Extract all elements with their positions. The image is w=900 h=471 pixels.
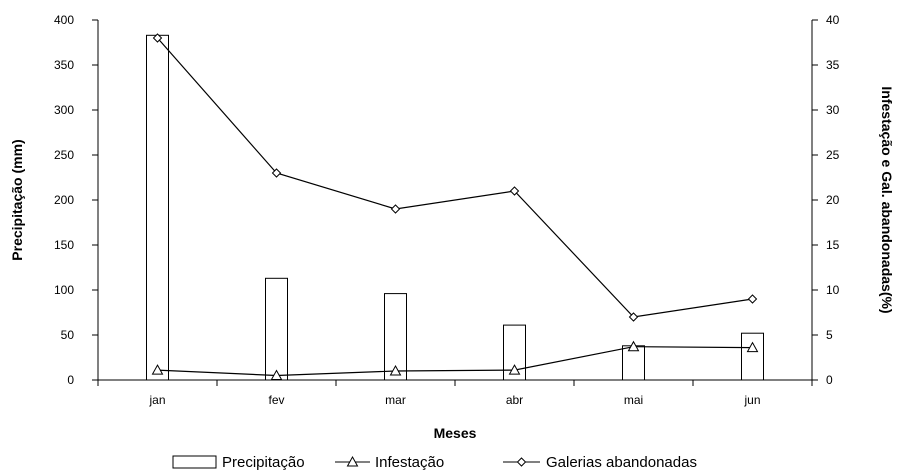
legend-triangle-icon — [346, 455, 359, 467]
legend-label-precipitacao: Precipitação — [222, 454, 305, 471]
y-left-tick-label: 350 — [54, 58, 74, 72]
point-galerias — [509, 186, 520, 196]
y-right-tick-label: 5 — [826, 328, 833, 342]
point-infestacao — [508, 364, 521, 375]
line-galerias — [157, 37, 753, 318]
point-infestacao — [746, 341, 759, 353]
x-tick-label: fev — [268, 393, 284, 407]
y-left-tick-label: 200 — [54, 193, 74, 207]
y-axis-left-title: Precipitação (mm) — [9, 139, 25, 260]
y-left-tick-label: 100 — [54, 283, 74, 297]
point-infestacao — [627, 340, 640, 352]
bar-precipitacao — [384, 293, 407, 381]
point-infestacao — [270, 369, 283, 380]
y-axis-right-title: Infestação e Gal. abandonadas(%) — [879, 86, 895, 313]
bar-precipitacao — [741, 332, 764, 381]
bar-precipitacao — [503, 324, 526, 381]
y-left-tick-label: 250 — [54, 148, 74, 162]
legend-swatch-precipitacao — [172, 455, 217, 469]
legend-label-galerias: Galerias abandonadas — [546, 454, 697, 471]
y-left-tick-label: 0 — [67, 373, 74, 387]
x-axis-ticks: jan fev mar abr mai jun — [97, 380, 813, 407]
y-right-tick-label: 40 — [826, 13, 840, 27]
x-tick-label: mar — [385, 393, 406, 407]
line-series — [151, 33, 759, 380]
legend-diamond-icon — [516, 457, 527, 467]
point-galerias — [747, 294, 758, 304]
line-infestacao — [157, 346, 753, 377]
bar-precipitacao — [265, 277, 288, 381]
x-tick-label: jun — [743, 393, 760, 407]
x-tick-label: abr — [506, 393, 523, 407]
y-right-tick-label: 30 — [826, 103, 840, 117]
y-right-tick-label: 25 — [826, 148, 840, 162]
y-right-tick-label: 15 — [826, 238, 840, 252]
point-galerias — [390, 204, 401, 214]
bar-series — [146, 34, 764, 381]
y-left-tick-label: 50 — [61, 328, 75, 342]
y-left-tick-label: 400 — [54, 13, 74, 27]
x-tick-label: jan — [148, 393, 165, 407]
y-right-tick-label: 20 — [826, 193, 840, 207]
point-galerias — [271, 168, 282, 178]
point-infestacao — [389, 364, 402, 376]
y-right-tick-label: 10 — [826, 283, 840, 297]
legend-label-infestacao: Infestação — [375, 454, 444, 471]
point-galerias — [628, 312, 639, 322]
y-axis-right-ticks: 0 5 10 15 20 25 30 35 40 — [812, 13, 840, 387]
point-infestacao — [151, 364, 164, 375]
y-axis-left-ticks: 0 50 100 150 200 250 300 350 400 — [54, 13, 98, 387]
x-axis-title: Meses — [434, 425, 477, 441]
legend: Precipitação Infestação Galerias abandon… — [172, 454, 697, 471]
bar-precipitacao — [146, 34, 169, 381]
x-tick-label: mai — [624, 393, 643, 407]
point-galerias — [152, 33, 163, 43]
y-right-tick-label: 0 — [826, 373, 833, 387]
y-right-tick-label: 35 — [826, 58, 840, 72]
y-left-tick-label: 150 — [54, 238, 74, 252]
y-left-tick-label: 300 — [54, 103, 74, 117]
